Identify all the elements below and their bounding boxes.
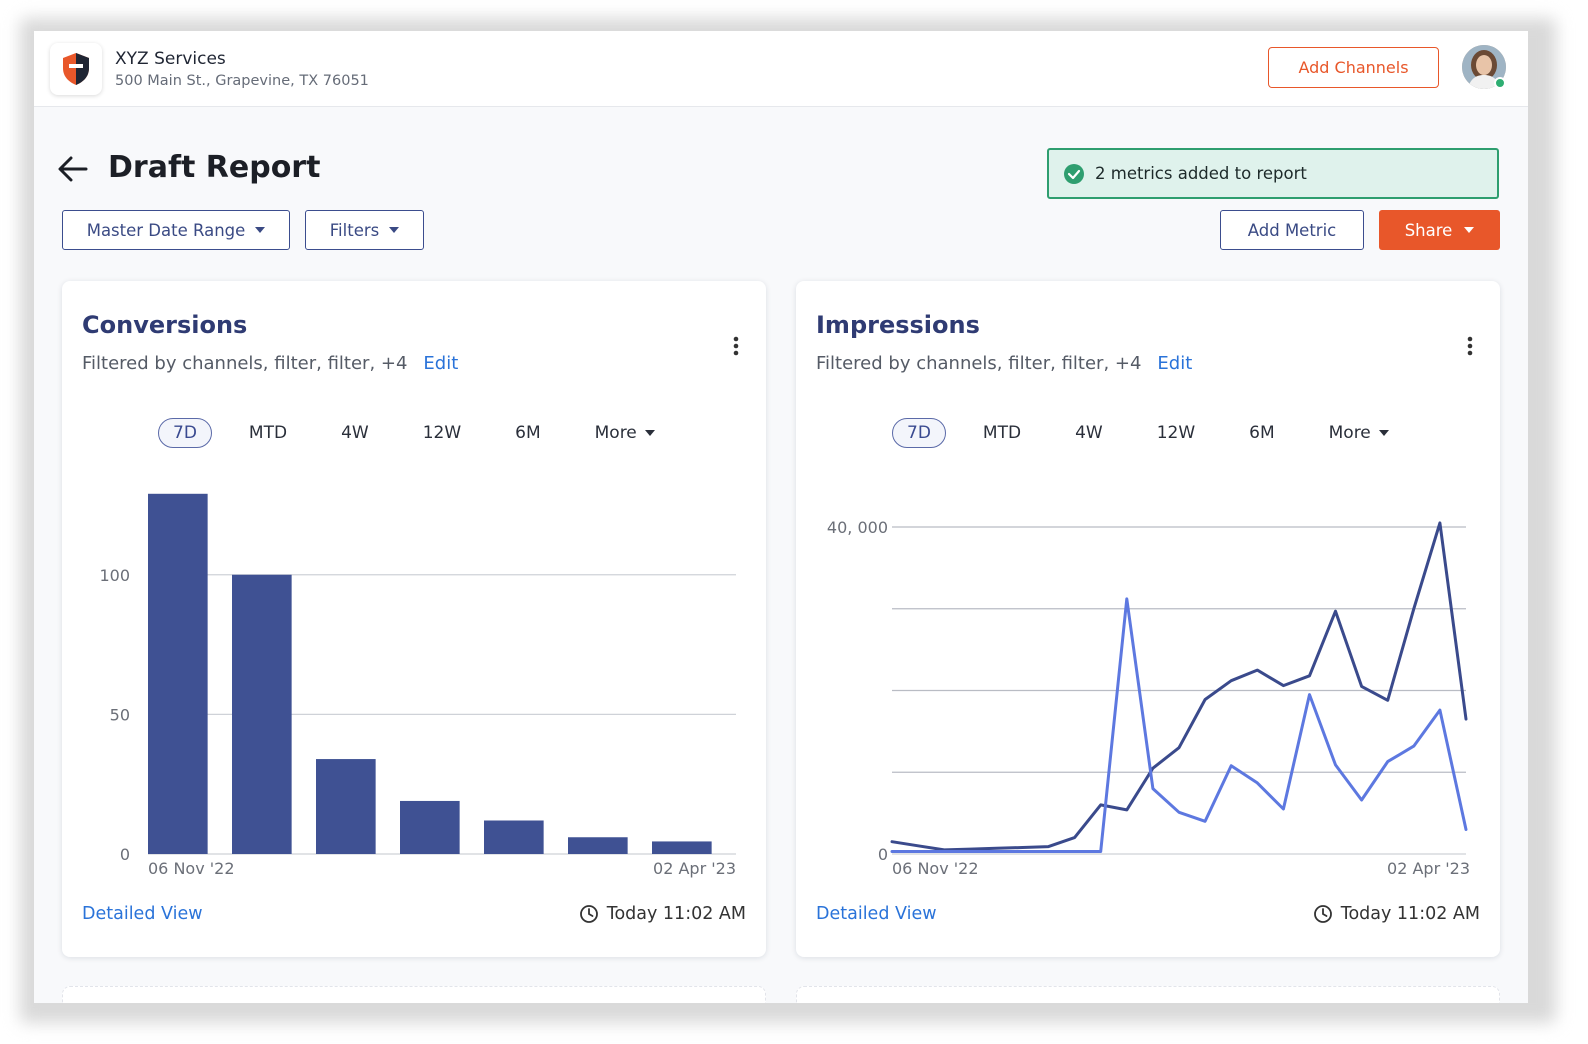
clock-icon xyxy=(579,905,598,923)
add-metric-button[interactable]: Add Metric xyxy=(1220,210,1364,250)
master-date-range-button[interactable]: Master Date Range xyxy=(62,210,290,250)
y-tick-label: 0 xyxy=(878,845,888,864)
caret-down-icon xyxy=(644,430,655,436)
back-button[interactable] xyxy=(58,155,88,187)
y-tick-label: 40, 000 xyxy=(827,518,888,537)
range-7d[interactable]: 7D xyxy=(158,418,212,448)
check-circle-icon xyxy=(1064,163,1084,184)
share-label: Share xyxy=(1404,220,1453,240)
card-title: Impressions xyxy=(816,311,980,339)
filters-label: Filters xyxy=(329,220,380,240)
range-more-label: More xyxy=(594,423,637,443)
last-updated: Today 11:02 AM xyxy=(579,904,746,924)
user-avatar-icon xyxy=(1462,45,1506,89)
range-more-label: More xyxy=(1328,423,1371,443)
caret-down-icon xyxy=(1378,430,1389,436)
range-mtd[interactable]: MTD xyxy=(966,418,1038,448)
kebab-menu-icon xyxy=(733,336,739,356)
next-card-placeholder xyxy=(796,986,1500,1003)
business-address: 500 Main St., Grapevine, TX 76051 xyxy=(115,73,369,89)
bar xyxy=(316,759,376,854)
card-subtitle: Filtered by channels, filter, filter, +4… xyxy=(82,353,458,374)
x-tick-label: 02 Apr '23 xyxy=(1387,859,1470,878)
share-button[interactable]: Share xyxy=(1379,210,1500,250)
edit-link[interactable]: Edit xyxy=(1157,353,1193,374)
range-6m[interactable]: 6M xyxy=(1232,418,1291,448)
app-window: XYZ Services 500 Main St., Grapevine, TX… xyxy=(34,31,1528,1003)
bar xyxy=(400,800,460,854)
range-4w[interactable]: 4W xyxy=(324,418,386,448)
filter-summary: Filtered by channels, filter, filter, +4 xyxy=(82,353,408,374)
range-12w[interactable]: 12W xyxy=(406,418,478,448)
clock-icon xyxy=(1313,905,1332,923)
timestamp-text: Today 11:02 AM xyxy=(1340,904,1480,924)
range-4w[interactable]: 4W xyxy=(1058,418,1120,448)
bar xyxy=(148,493,208,854)
card-title: Conversions xyxy=(82,311,248,339)
caret-down-icon xyxy=(389,227,400,233)
toast-message: 2 metrics added to report xyxy=(1095,164,1307,183)
bar xyxy=(484,820,544,854)
top-header: XYZ Services 500 Main St., Grapevine, TX… xyxy=(34,31,1528,107)
series-line xyxy=(890,521,1468,852)
master-date-range-label: Master Date Range xyxy=(86,220,246,240)
filter-summary: Filtered by channels, filter, filter, +4 xyxy=(816,353,1142,374)
range-7d[interactable]: 7D xyxy=(892,418,946,448)
detailed-view-link[interactable]: Detailed View xyxy=(816,904,937,924)
filters-button[interactable]: Filters xyxy=(305,210,424,250)
business-logo[interactable] xyxy=(50,43,102,95)
range-6m[interactable]: 6M xyxy=(498,418,557,448)
range-12w[interactable]: 12W xyxy=(1140,418,1212,448)
conversions-card: Conversions Filtered by channels, filter… xyxy=(62,281,766,957)
online-status-icon xyxy=(1494,77,1506,89)
bar xyxy=(652,841,712,854)
edit-link[interactable]: Edit xyxy=(423,353,459,374)
impressions-card: Impressions Filtered by channels, filter… xyxy=(796,281,1500,957)
business-name: XYZ Services xyxy=(115,49,226,69)
card-menu-button[interactable] xyxy=(732,335,740,361)
range-more[interactable]: More xyxy=(578,418,672,448)
arrow-left-icon xyxy=(58,156,88,182)
avatar[interactable] xyxy=(1462,45,1506,89)
caret-down-icon xyxy=(1464,227,1475,233)
timestamp-text: Today 11:02 AM xyxy=(606,904,746,924)
conversions-bar-chart: 0 50 100 06 Nov '22 02 Apr '23 xyxy=(99,493,736,878)
x-tick-label: 06 Nov '22 xyxy=(148,859,235,878)
page-title: Draft Report xyxy=(108,150,321,185)
bar xyxy=(232,574,292,854)
series-line xyxy=(890,597,1468,853)
x-tick-label: 06 Nov '22 xyxy=(892,859,979,878)
card-subtitle: Filtered by channels, filter, filter, +4… xyxy=(816,353,1192,374)
add-channels-button[interactable]: Add Channels xyxy=(1268,47,1439,88)
range-selector: 7D MTD 4W 12W 6M More xyxy=(158,418,692,448)
x-tick-label: 02 Apr '23 xyxy=(653,859,736,878)
bar xyxy=(568,837,628,854)
card-menu-button[interactable] xyxy=(1466,335,1474,361)
y-tick-label: 0 xyxy=(120,845,130,864)
range-more[interactable]: More xyxy=(1312,418,1406,448)
last-updated: Today 11:02 AM xyxy=(1313,904,1480,924)
impressions-line-chart: 0 40, 000 06 Nov '22 02 Apr '23 xyxy=(827,518,1470,878)
range-mtd[interactable]: MTD xyxy=(232,418,304,448)
y-tick-label: 50 xyxy=(110,705,130,724)
range-selector: 7D MTD 4W 12W 6M More xyxy=(892,418,1426,448)
detailed-view-link[interactable]: Detailed View xyxy=(82,904,203,924)
success-toast: 2 metrics added to report xyxy=(1047,148,1499,199)
caret-down-icon xyxy=(255,227,266,233)
kebab-menu-icon xyxy=(1467,336,1473,356)
y-tick-label: 100 xyxy=(99,566,130,585)
shield-logo-icon xyxy=(63,53,89,85)
next-card-placeholder xyxy=(62,986,766,1003)
